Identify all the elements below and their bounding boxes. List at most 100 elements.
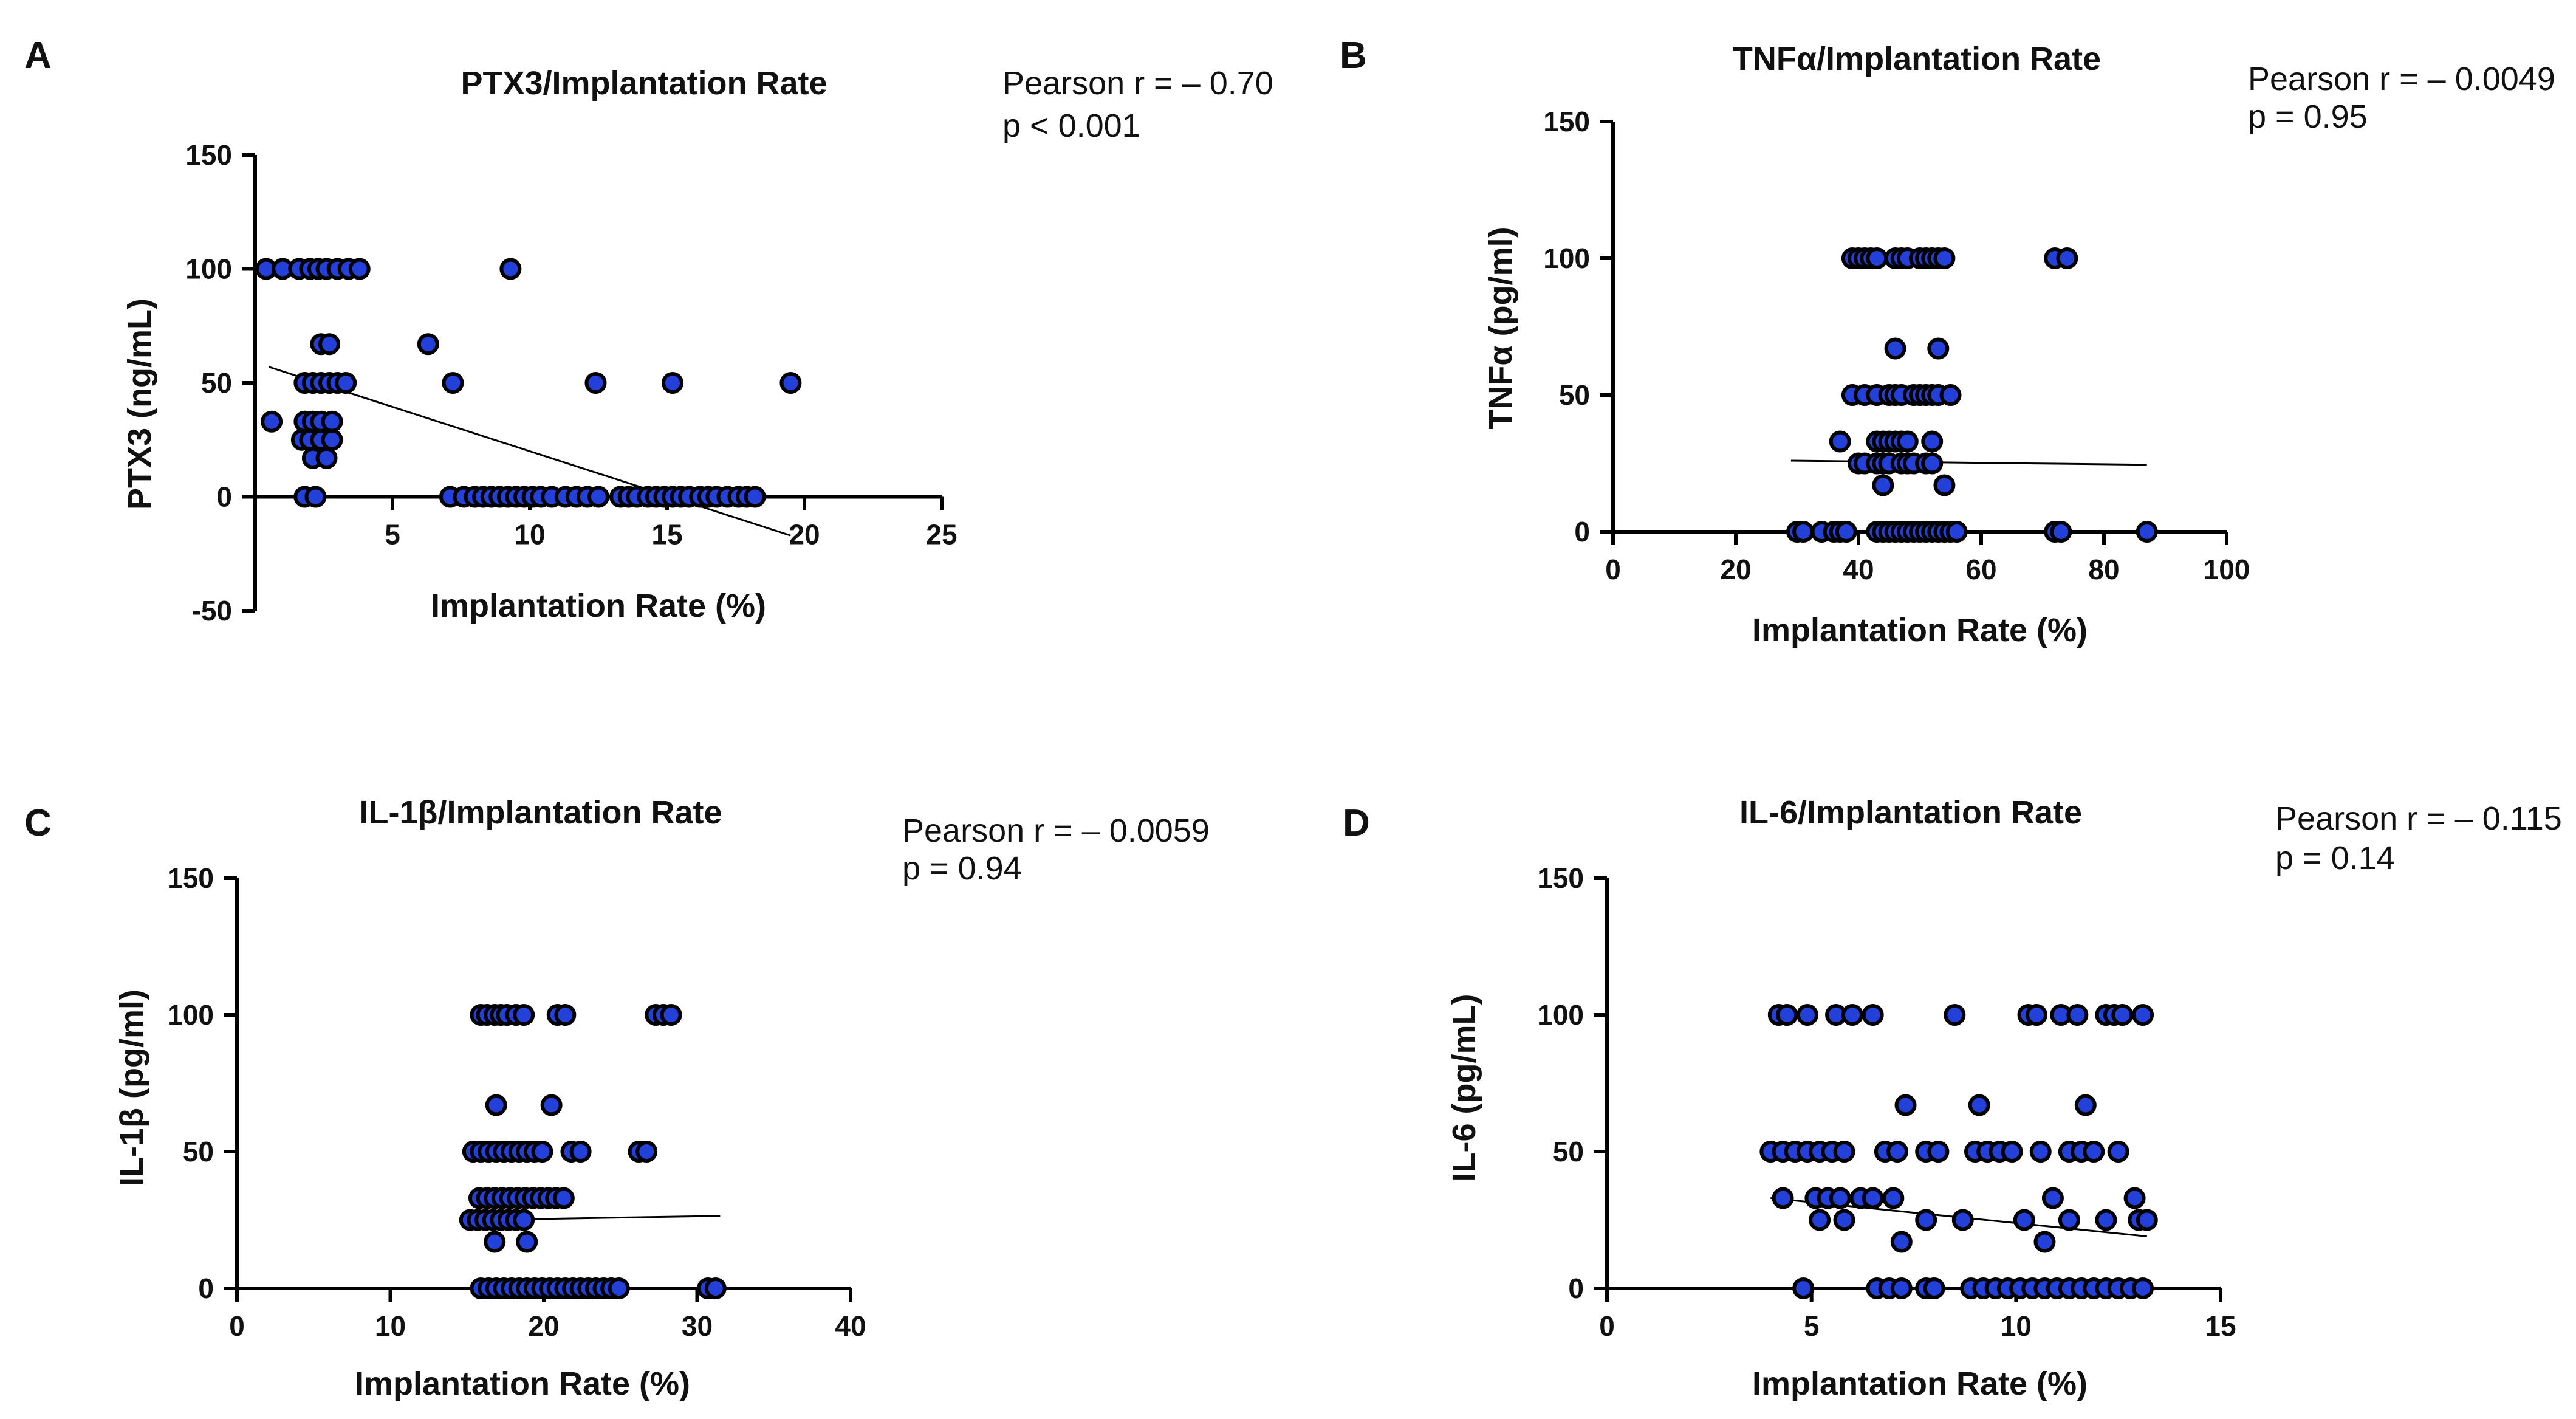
panel-b-pearson-r: Pearson r = – 0.0049 <box>2248 61 2555 97</box>
panel-d-y-tick-label: 0 <box>1568 1273 1584 1304</box>
panel-b-data-point <box>1896 430 1919 453</box>
panel-b-data-point <box>2050 521 2072 543</box>
panel-d-ylabel: IL-6 (pg/mL) <box>1446 994 1482 1182</box>
panel-a-y-tick-label: 100 <box>185 253 232 285</box>
panel-a-data-point <box>335 372 357 394</box>
panel-d-data-point <box>2074 1094 2097 1116</box>
panel-d-data-point <box>2136 1209 2158 1231</box>
panel-b-data-point <box>1933 247 1956 269</box>
panel-d-p-value: p = 0.14 <box>2275 840 2395 876</box>
panel-b-regression-line <box>1790 459 2147 466</box>
panel-d-data-point <box>1833 1141 1855 1163</box>
panel-d-data-point <box>2083 1141 2105 1163</box>
panel-c-ylabel: IL-1β (pg/ml) <box>114 989 150 1186</box>
panel-b-y-tick-label: 50 <box>1559 379 1590 411</box>
panel-a-data-point <box>261 410 283 433</box>
panel-a-x-tick-label: 20 <box>789 519 820 551</box>
panel-d-data-point <box>2058 1209 2080 1231</box>
panel-c-data-point <box>569 1141 592 1163</box>
panel-d-data-point <box>1944 1004 1966 1026</box>
panel-d-y-tick-label: 100 <box>1537 999 1584 1031</box>
panel-b-x-tick-label: 60 <box>1965 554 1996 585</box>
panel-b-data-point <box>1927 337 1950 360</box>
panel-d-y-tick-label: 150 <box>1537 862 1584 894</box>
panel-d-data-point <box>1915 1209 1937 1231</box>
panel-c-x-tick-label: 30 <box>682 1310 713 1342</box>
panel-c-data-point <box>540 1094 563 1116</box>
panel-a-p-value: p < 0.001 <box>1002 108 1140 144</box>
panel-a-data-point <box>348 258 371 280</box>
panel-d-data-point <box>1968 1094 1990 1116</box>
panel-a-y-tick-label: 0 <box>216 481 232 513</box>
panel-c-data-point <box>485 1094 507 1116</box>
panel-d-data-point <box>2026 1004 2047 1026</box>
panel-c-data-point <box>554 1004 577 1026</box>
panel-d-title: IL-6/Implantation Rate <box>1739 794 2082 831</box>
panel-b-x-tick-label: 40 <box>1843 554 1874 585</box>
panel-c-x-tick-label: 0 <box>229 1310 245 1342</box>
panel-a-regression-line <box>269 366 791 537</box>
panel-a-data-point <box>321 410 343 433</box>
panel-d-data-point <box>1882 1187 1905 1209</box>
panel-a-data-point <box>662 372 684 394</box>
panel-a-data-point <box>417 333 439 356</box>
panel-d-y-tick-label: 50 <box>1553 1136 1584 1167</box>
panel-d-data-point <box>1927 1141 1950 1163</box>
panel-c-data-point <box>704 1277 727 1299</box>
panel-d-data-point <box>1890 1277 1913 1299</box>
panel-a-y-tick-label: 150 <box>185 139 232 171</box>
panel-c-y-tick-label: 100 <box>167 999 214 1031</box>
panel-d-data-point <box>2111 1004 2134 1026</box>
panel-c-data-point <box>484 1231 506 1253</box>
panel-a-data-point <box>321 428 343 451</box>
panel-d-x-tick-label: 10 <box>2001 1310 2032 1342</box>
panel-d-data-point <box>1886 1141 1909 1163</box>
panel-b-data-point <box>1884 337 1906 360</box>
panel-c-data-point <box>660 1004 682 1026</box>
panel-b: B TNFα/Implantation Rate Pearson r = – 0… <box>1340 35 2555 648</box>
panel-d-data-point <box>1776 1004 1798 1026</box>
panel-c-p-value: p = 0.94 <box>902 850 1022 887</box>
panel-a-plot: -50 0 50 100 150 5 10 15 20 25 <box>185 139 957 627</box>
panel-b-letter: B <box>1340 35 1367 77</box>
panel-d-data-point <box>1833 1209 1855 1231</box>
panel-b-data-point <box>2056 247 2078 269</box>
panel-b-data-point <box>1829 430 1851 453</box>
panel-a-data-point <box>318 333 341 356</box>
panel-d-data-point <box>2066 1004 2089 1026</box>
panel-d-data-point <box>2132 1277 2154 1299</box>
panel-b-data-point <box>1945 521 1968 543</box>
panel-a-xlabel: Implantation Rate (%) <box>431 588 766 624</box>
panel-b-y-tick-label: 100 <box>1543 242 1590 274</box>
panel-d-data-point <box>2001 1141 2023 1163</box>
panel-d-data-point <box>2029 1141 2052 1163</box>
panel-b-title: TNFα/Implantation Rate <box>1733 41 2101 77</box>
panel-a-data-point <box>744 486 766 508</box>
panel-b-ylabel: TNFα (pg/ml) <box>1482 227 1519 429</box>
panel-c-data-point <box>516 1231 538 1253</box>
panel-d-data-point <box>2132 1004 2154 1026</box>
panel-d-pearson-r: Pearson r = – 0.115 <box>2275 800 2562 837</box>
panel-d-data-point <box>1796 1004 1818 1026</box>
panel-a-data-point <box>315 447 338 469</box>
panel-d-data-point <box>1809 1209 1831 1231</box>
panel-c-y-tick-label: 0 <box>198 1273 214 1304</box>
panel-c-x-tick-label: 20 <box>528 1310 559 1342</box>
panel-d-data-point <box>1792 1277 1815 1299</box>
panel-a-x-tick-label: 10 <box>514 519 545 551</box>
panel-b-data-point <box>1866 247 1888 269</box>
panel-d-data-point <box>1862 1187 1884 1209</box>
panel-d-data-point <box>1923 1277 1945 1299</box>
panel-d-data-point <box>1829 1187 1851 1209</box>
panel-a-data-point <box>587 486 609 508</box>
panel-b-y-tick-label: 0 <box>1574 516 1590 548</box>
panel-c-y-tick-label: 150 <box>167 862 214 894</box>
panel-d-data-point <box>1772 1187 1794 1209</box>
panel-c-data-point <box>608 1277 630 1299</box>
panel-a-x-tick-label: 25 <box>926 519 957 551</box>
panel-a: A PTX3/Implantation Rate Pearson r = – 0… <box>24 35 1273 627</box>
panel-b-xlabel: Implantation Rate (%) <box>1752 612 2088 648</box>
panel-a-pearson-r: Pearson r = – 0.70 <box>1002 65 1273 101</box>
panel-b-x-tick-label: 0 <box>1605 554 1621 585</box>
